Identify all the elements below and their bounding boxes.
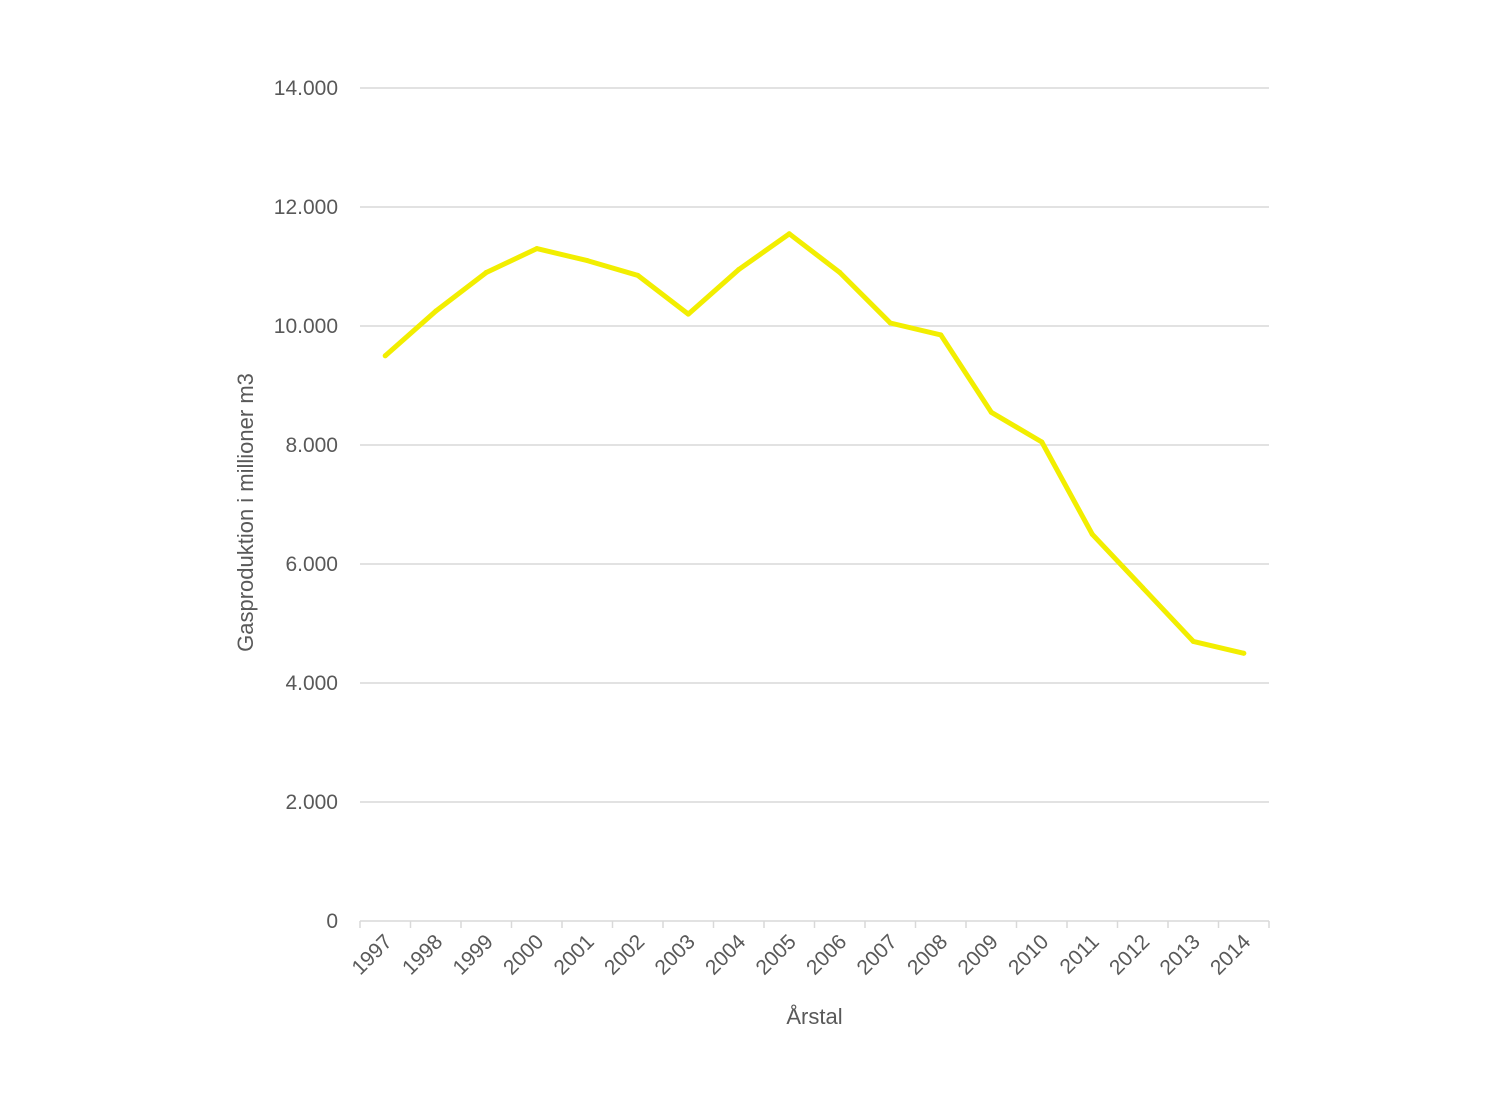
x-tick-label: 2007 xyxy=(852,930,901,979)
x-tick-label: 2005 xyxy=(751,930,800,979)
y-tick-label: 6.000 xyxy=(285,553,338,576)
data-point xyxy=(1039,439,1045,445)
y-tick-label: 0 xyxy=(326,910,338,933)
data-point xyxy=(382,353,388,359)
x-tick-label: 2001 xyxy=(549,930,598,979)
x-tick-label: 2014 xyxy=(1206,930,1256,980)
x-axis-tick-labels: 1997 1998 1999 2000 2001 2002 2003 2004 2005 2006… xyxy=(347,930,1255,980)
series-lines xyxy=(382,231,1247,656)
y-tick-label: 14.000 xyxy=(274,77,338,100)
x-tick-label: 1997 xyxy=(347,930,396,979)
data-point xyxy=(433,308,439,314)
y-tick-label: 4.000 xyxy=(285,672,338,695)
data-point xyxy=(685,311,691,317)
y-axis-tick-labels: 0 2.000 4.000 6.000 8.000 10.000 12.000 14.000 xyxy=(274,77,338,933)
x-tick-label: 2009 xyxy=(953,930,1002,979)
data-point xyxy=(1241,650,1247,656)
x-tick-label: 1999 xyxy=(448,930,497,979)
data-point xyxy=(584,258,590,264)
x-axis xyxy=(359,920,1270,928)
x-tick-label: 2006 xyxy=(802,930,851,979)
y-axis-title: Gasproduktion i millioner m3 xyxy=(233,373,258,652)
data-point xyxy=(1190,638,1196,644)
gridlines xyxy=(360,87,1269,803)
data-point xyxy=(786,231,792,237)
data-point xyxy=(1089,531,1095,537)
data-point xyxy=(938,332,944,338)
x-tick-label: 2008 xyxy=(903,930,952,979)
x-tick-label: 2010 xyxy=(1004,930,1053,979)
x-axis-title: Årstal xyxy=(786,1004,842,1029)
data-point xyxy=(534,246,540,252)
x-tick-label: 2003 xyxy=(650,930,699,979)
data-point xyxy=(483,269,489,275)
x-tick-label: 2013 xyxy=(1155,930,1204,979)
x-tick-label: 2011 xyxy=(1056,930,1104,978)
x-tick-label: 2012 xyxy=(1105,930,1154,979)
y-tick-label: 12.000 xyxy=(274,196,338,219)
data-point xyxy=(736,266,742,272)
data-point xyxy=(837,269,843,275)
data-point xyxy=(988,409,994,415)
data-point xyxy=(887,320,893,326)
y-tick-label: 10.000 xyxy=(274,315,338,338)
y-tick-label: 2.000 xyxy=(285,791,338,814)
x-tick-label: 2000 xyxy=(499,930,548,979)
series-line xyxy=(382,231,1247,656)
data-point xyxy=(1140,585,1146,591)
data-point xyxy=(635,272,641,278)
y-tick-label: 8.000 xyxy=(285,434,338,457)
x-tick-label: 2002 xyxy=(600,930,649,979)
x-tick-label: 1998 xyxy=(398,930,447,979)
x-tick-label: 2004 xyxy=(701,930,751,980)
